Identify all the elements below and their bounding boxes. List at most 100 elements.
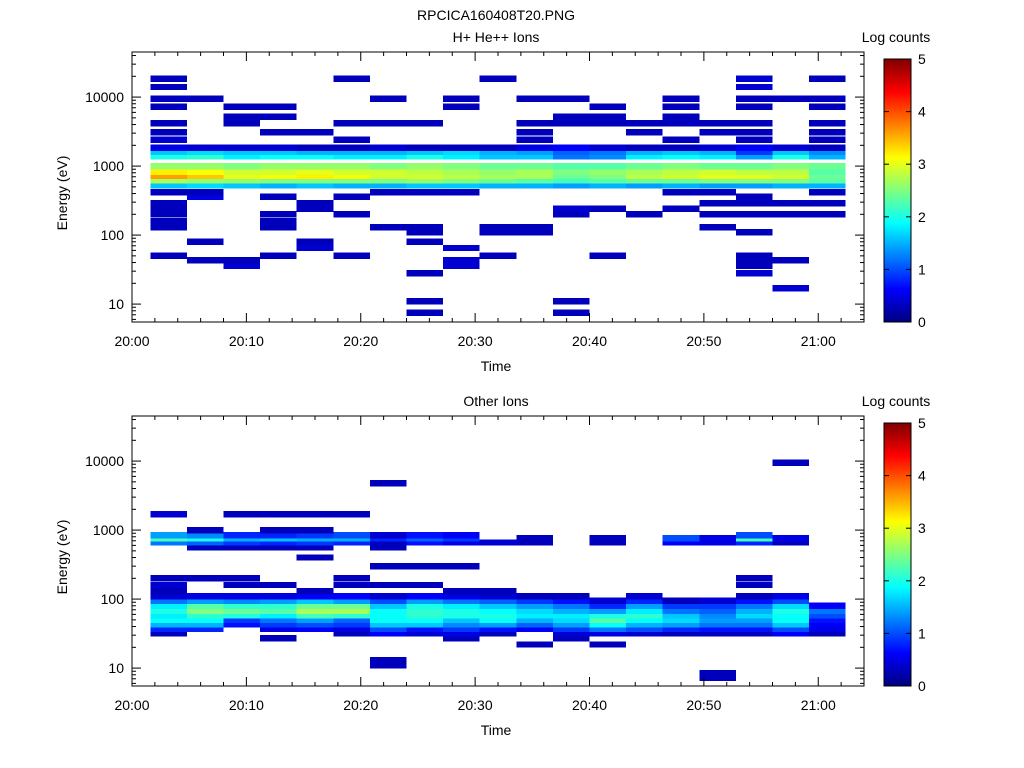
heatmap-cell	[260, 532, 297, 539]
heatmap-cell	[369, 162, 407, 170]
heatmap-cell	[406, 309, 444, 316]
heatmap-cell	[662, 607, 700, 614]
heatmap-cell	[589, 177, 627, 184]
heatmap-cell	[150, 181, 187, 189]
heatmap-cell	[552, 148, 590, 156]
heatmap-cell	[516, 144, 553, 151]
heatmap-cell	[186, 188, 224, 196]
heatmap-cell	[369, 607, 407, 614]
heatmap-cell	[552, 95, 590, 102]
heatmap-cell	[772, 181, 810, 189]
heatmap-cell	[333, 252, 370, 260]
heatmap-cell	[735, 612, 773, 619]
heatmap-cell	[150, 625, 187, 633]
heatmap-cell	[369, 544, 407, 551]
y-tick-label: 10000	[85, 453, 124, 469]
heatmap-cell	[186, 607, 224, 614]
heatmap-cell	[186, 597, 224, 604]
heatmap-cell	[552, 298, 590, 305]
figure-title: RPCICA160408T20.PNG	[417, 7, 575, 23]
heatmap-cell	[552, 630, 590, 637]
heatmap-cell	[443, 621, 480, 628]
heatmap-cell	[296, 621, 334, 628]
heatmap-cell	[223, 103, 261, 111]
heatmap-cell	[809, 119, 846, 127]
heatmap-cell	[223, 539, 261, 546]
heatmap-cell	[479, 621, 517, 628]
heatmap-cell	[479, 148, 517, 156]
heatmap-cell	[296, 607, 334, 614]
heatmap-cell	[516, 162, 553, 170]
heatmap-cell	[662, 602, 700, 609]
heatmap-cell	[735, 270, 773, 277]
heatmap-cell	[772, 535, 810, 542]
heatmap-cell	[699, 177, 736, 184]
heatmap-cell	[260, 539, 297, 546]
heatmap-cell	[516, 181, 553, 189]
heatmap-cell	[772, 153, 810, 160]
heatmap-cell	[223, 257, 261, 264]
heatmap-cell	[406, 144, 444, 151]
heatmap-cell	[772, 621, 810, 628]
heatmap-cell	[333, 181, 370, 189]
heatmap-cell	[699, 144, 736, 151]
heatmap-cell	[260, 597, 297, 604]
colorbar-tick-label: 5	[918, 51, 926, 67]
heatmap-cell	[369, 144, 407, 151]
heatmap-cell	[735, 144, 773, 151]
heatmap-cell	[735, 211, 773, 218]
heatmap-cell	[589, 602, 627, 609]
heatmap-cell	[516, 616, 553, 624]
heatmap-cell	[333, 625, 370, 633]
heatmap-cell	[516, 177, 553, 184]
heatmap-cell	[626, 181, 663, 189]
heatmap-cell	[406, 298, 444, 305]
heatmap-cell	[552, 635, 590, 642]
heatmap-cell	[479, 539, 517, 546]
heatmap-cell	[662, 539, 700, 546]
heatmap-cell	[406, 177, 444, 184]
heatmap-cell	[406, 630, 444, 637]
heatmap-cell	[369, 597, 407, 604]
heatmap-cell	[662, 205, 700, 212]
heatmap-cell	[296, 172, 334, 180]
axes-ticks: 20:00 20:10 20:20 20:30 20:40 20:50 21:00 10 100…	[85, 52, 865, 349]
heatmap-cell	[772, 257, 810, 264]
heatmap-cell	[333, 612, 370, 619]
heatmap-cell	[186, 238, 224, 245]
heatmap-cell	[552, 162, 590, 170]
heatmap-cell	[479, 625, 517, 633]
heatmap-cell	[406, 162, 444, 170]
heatmap-cell	[589, 539, 627, 546]
heatmap-cell	[333, 177, 370, 184]
heatmap-cell	[479, 172, 517, 180]
heatmap-cell	[406, 270, 444, 277]
heatmap-cell	[406, 229, 444, 236]
heatmap-cell	[589, 153, 627, 160]
heatmap-cell	[662, 119, 700, 127]
heatmap-cell	[333, 136, 370, 143]
heatmap-cell	[809, 172, 846, 180]
heatmap-cell	[406, 621, 444, 628]
heatmap-cell	[223, 162, 261, 170]
heatmap-cell	[662, 625, 700, 633]
heatmap-cell	[260, 581, 297, 589]
heatmap-cell	[479, 612, 517, 619]
heatmap-cell	[150, 252, 187, 260]
heatmap-cell	[443, 172, 480, 180]
heatmap-cell	[443, 625, 480, 633]
heatmap-cell	[809, 129, 846, 136]
heatmap-cell	[662, 616, 700, 624]
heatmap-cell	[150, 162, 187, 170]
heatmap-cell	[735, 597, 773, 604]
heatmap-cell	[369, 657, 407, 664]
heatmap-cell	[186, 193, 224, 200]
heatmap-cell	[735, 593, 773, 600]
heatmap-cell	[186, 612, 224, 619]
heatmap-cell	[626, 168, 663, 175]
heatmap-cell	[443, 593, 480, 600]
heatmap-cell	[260, 103, 297, 111]
heatmap-cell	[406, 581, 444, 589]
heatmap-cell	[150, 630, 187, 637]
heatmap-cell	[406, 148, 444, 156]
